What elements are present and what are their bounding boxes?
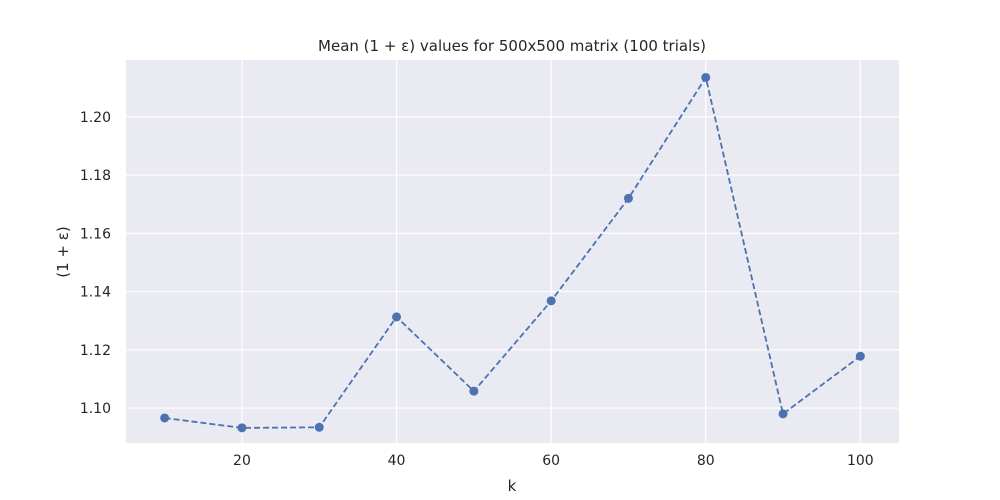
y-tick-label: 1.16 (80, 226, 111, 242)
data-point (160, 413, 170, 423)
y-tick-label: 1.18 (80, 168, 111, 184)
grid-lines (126, 60, 899, 443)
data-point (469, 386, 479, 396)
data-point (623, 193, 633, 203)
x-tick-labels: 20 40 60 80 100 (233, 453, 874, 469)
chart-title: Mean (1 + ε) values for 500x500 matrix (… (318, 37, 706, 55)
data-point (546, 296, 556, 306)
y-tick-label: 1.12 (80, 343, 111, 359)
data-point (314, 422, 324, 432)
x-tick-label: 40 (388, 453, 406, 469)
series-layer (160, 72, 865, 433)
data-point (855, 351, 865, 361)
x-axis-label: k (508, 477, 517, 495)
y-tick-label: 1.14 (80, 285, 111, 301)
x-tick-label: 60 (542, 453, 560, 469)
y-axis-label: (1 + ε) (54, 226, 72, 277)
data-point (701, 72, 711, 82)
y-tick-labels: 1.10 1.12 1.14 1.16 1.18 1.20 (80, 110, 111, 417)
y-tick-label: 1.10 (80, 401, 111, 417)
x-tick-label: 100 (847, 453, 874, 469)
x-tick-label: 20 (233, 453, 251, 469)
data-point (237, 423, 247, 433)
y-tick-label: 1.20 (80, 110, 111, 126)
plot-area (126, 60, 899, 443)
x-tick-label: 80 (697, 453, 715, 469)
data-point (778, 409, 788, 419)
data-point (392, 312, 402, 322)
